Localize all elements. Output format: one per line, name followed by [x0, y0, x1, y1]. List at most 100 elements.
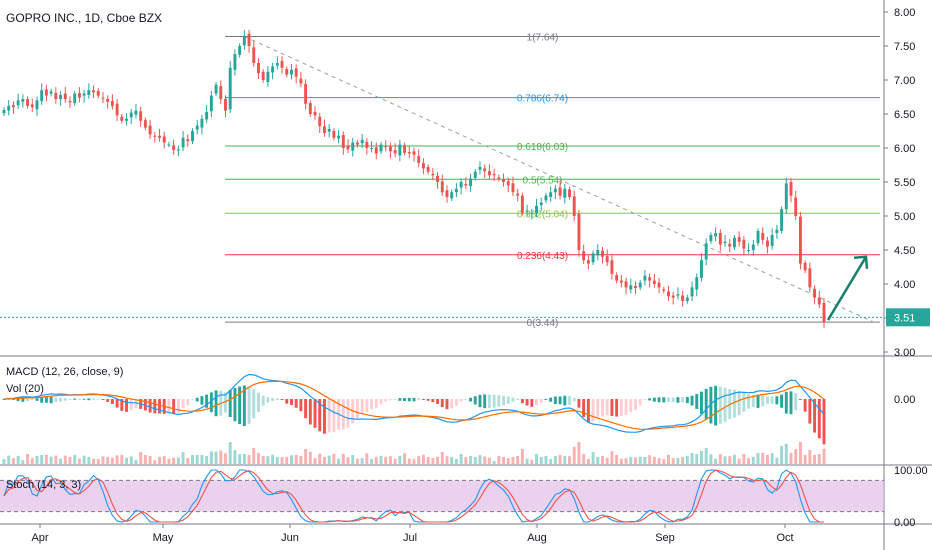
volume-bar: [360, 458, 364, 464]
volume-bar: [601, 456, 604, 464]
volume-bar: [676, 458, 680, 464]
candle-body: [30, 104, 34, 108]
macd-histogram-bar: [96, 398, 100, 400]
volume-bar: [125, 457, 128, 464]
candle-body: [327, 128, 331, 132]
candle-body: [44, 89, 48, 96]
macd-histogram-bar: [115, 399, 119, 408]
candle-body: [662, 289, 666, 291]
macd-histogram-bar: [742, 392, 746, 412]
candle-body: [624, 281, 628, 288]
volume-bar: [87, 457, 91, 464]
macd-histogram-bar: [700, 391, 703, 414]
fib-level-label: 0(3.44): [527, 318, 559, 329]
candle-body: [403, 145, 407, 153]
candle-body: [294, 68, 298, 77]
candle-body: [167, 144, 171, 146]
candle-body: [572, 196, 576, 216]
candle-body: [549, 192, 553, 197]
macd-histogram-bar: [714, 385, 718, 426]
volume-bar: [502, 457, 506, 464]
time-tick-label: Aug: [527, 532, 547, 544]
volume-bar: [596, 457, 600, 464]
macd-histogram-bar: [200, 396, 204, 405]
price-tick-label: 6.50: [894, 109, 915, 121]
chart-title: GOPRO INC., 1D, Cboe BZX: [6, 11, 162, 25]
candle-body: [209, 95, 213, 112]
macd-histogram-bar: [134, 399, 138, 409]
macd-histogram-bar: [63, 398, 67, 401]
candle-body: [92, 90, 96, 93]
macd-histogram-bar: [718, 386, 722, 424]
volume-bar: [657, 458, 661, 464]
volume-bar: [822, 448, 826, 464]
price-tick-label: 4.50: [894, 245, 915, 257]
macd-histogram-bar: [379, 399, 383, 405]
macd-histogram-bar: [591, 399, 595, 422]
volume-bar: [426, 457, 430, 464]
candle-body: [355, 142, 359, 145]
macd-histogram-bar: [384, 399, 388, 402]
macd-histogram-bar: [445, 399, 449, 410]
volume-bar: [275, 457, 279, 464]
volume-bar: [483, 456, 487, 464]
candle-body: [11, 105, 15, 108]
macd-histogram-bar: [667, 397, 670, 402]
volume-bar: [327, 455, 331, 464]
macd-histogram-bar: [469, 397, 473, 402]
candle-body: [238, 46, 242, 55]
candle-body: [257, 63, 260, 74]
volume-bar: [290, 455, 293, 464]
volume-bar: [106, 457, 110, 464]
candlestick-series: [2, 30, 826, 328]
macd-histogram-bar: [257, 392, 260, 412]
volume-bar: [525, 458, 529, 464]
candle-body: [143, 120, 147, 128]
volume-bar: [756, 453, 760, 464]
volume-bar: [7, 455, 11, 464]
volume-bar: [558, 455, 562, 464]
candle-body: [483, 168, 487, 172]
volume-bar: [742, 454, 746, 464]
volume-bar: [205, 456, 209, 464]
volume-bar: [431, 458, 435, 464]
candle-body: [73, 93, 77, 104]
volume-bar: [162, 456, 166, 464]
candle-body: [346, 145, 350, 150]
volume-bar: [341, 453, 345, 464]
volume-bar: [266, 456, 270, 464]
volume-bar: [718, 454, 722, 464]
macd-histogram-bar: [228, 389, 232, 418]
volume-bar: [747, 458, 751, 464]
volume-bar: [54, 455, 58, 464]
macd-histogram-bar: [473, 396, 477, 405]
fib-level-label: 0.786(6.74): [517, 94, 568, 105]
candle-body: [195, 125, 199, 130]
volume-bar: [44, 454, 48, 464]
macd-histogram-bar: [148, 399, 152, 413]
candle-body: [751, 244, 755, 250]
macd-histogram-bar: [789, 391, 793, 415]
candle-body: [426, 167, 430, 172]
candle-body: [54, 92, 58, 100]
volume-bar: [285, 457, 289, 464]
macd-histogram-bar: [332, 399, 336, 433]
macd-signal-line: [3, 380, 825, 430]
macd-histogram-bar: [143, 399, 147, 411]
candle-body: [516, 193, 520, 196]
stoch-legend: Stoch (14, 3, 3): [6, 479, 81, 491]
macd-histogram-bar: [275, 398, 279, 401]
candle-body: [568, 189, 571, 197]
candle-body: [634, 286, 637, 289]
macd-histogram-bar: [327, 399, 331, 433]
macd-histogram-bar: [40, 397, 44, 403]
macd-histogram-bar: [195, 397, 199, 402]
candle-body: [450, 192, 454, 199]
volume-bar: [370, 459, 374, 464]
volume-bar: [798, 442, 802, 464]
macd-histogram-bar: [817, 399, 821, 439]
fibonacci-retracement: 1(7.64) 0.786(6.74) 0.618(6.03) 0.5(5.54) 0.…: [0, 32, 884, 329]
macd-histogram-bar: [751, 394, 755, 408]
candle-body: [440, 181, 444, 193]
